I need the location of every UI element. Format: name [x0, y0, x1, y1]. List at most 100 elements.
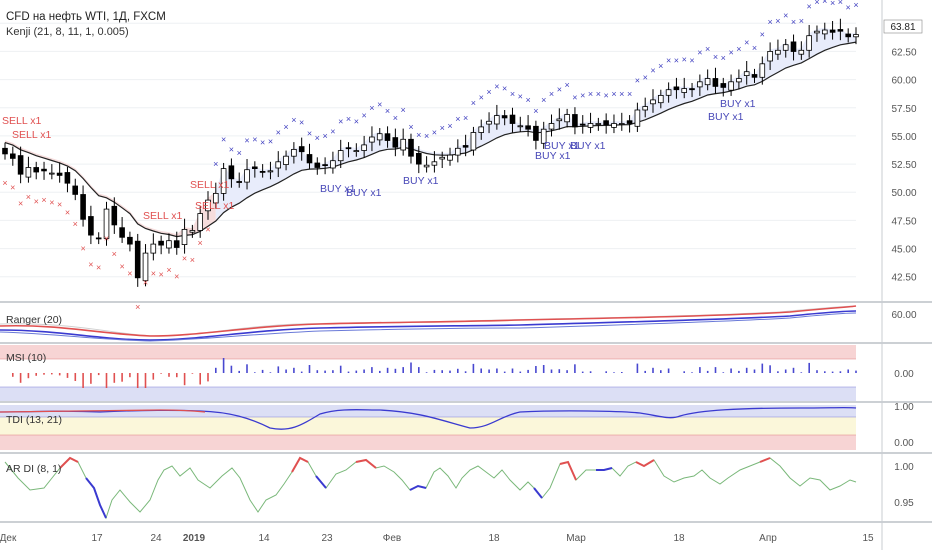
candle[interactable] — [517, 125, 524, 128]
candle[interactable] — [166, 240, 172, 249]
candle[interactable] — [423, 164, 430, 168]
candle[interactable] — [704, 78, 711, 86]
candle[interactable] — [56, 172, 63, 176]
candle[interactable] — [853, 34, 859, 38]
candle[interactable] — [845, 33, 851, 38]
candle[interactable] — [111, 205, 118, 226]
candle[interactable] — [556, 118, 563, 122]
candle[interactable] — [392, 137, 399, 148]
candle[interactable] — [259, 170, 266, 173]
candle[interactable] — [95, 237, 102, 240]
candle[interactable] — [439, 156, 445, 160]
candle[interactable] — [533, 125, 539, 141]
candle[interactable] — [376, 133, 383, 141]
candle[interactable] — [173, 240, 180, 248]
candle[interactable] — [697, 81, 703, 88]
candle[interactable] — [525, 125, 531, 130]
candle[interactable] — [673, 86, 680, 91]
candle[interactable] — [595, 123, 602, 125]
candle[interactable] — [384, 133, 391, 141]
candle[interactable] — [205, 199, 211, 212]
ardi-pane[interactable]: AR DI (8, 1) 1.00 0.95 — [4, 456, 914, 520]
candle[interactable] — [236, 181, 243, 183]
candle[interactable] — [251, 166, 258, 169]
candle[interactable] — [829, 29, 836, 33]
candle[interactable] — [822, 29, 828, 35]
candle[interactable] — [728, 81, 734, 91]
candle[interactable] — [9, 153, 16, 159]
candle[interactable] — [17, 155, 24, 175]
candle[interactable] — [759, 63, 766, 78]
candle[interactable] — [611, 123, 617, 128]
candle[interactable] — [478, 126, 484, 133]
candle[interactable] — [408, 138, 414, 157]
candle[interactable] — [134, 240, 141, 279]
candle[interactable] — [486, 120, 492, 125]
candle[interactable] — [454, 147, 461, 156]
candle[interactable] — [181, 228, 188, 245]
time-axis[interactable]: Дек 17 24 2019 14 23 Фев 18 Мар 18 Апр 15 — [0, 533, 874, 544]
candle[interactable] — [150, 243, 157, 254]
candle[interactable] — [540, 128, 547, 144]
candle[interactable] — [212, 192, 219, 204]
candle[interactable] — [103, 208, 110, 239]
candle[interactable] — [720, 83, 727, 88]
candle[interactable] — [49, 172, 55, 175]
candle[interactable] — [127, 236, 133, 245]
candle[interactable] — [572, 114, 578, 128]
candle[interactable] — [736, 78, 742, 83]
candle[interactable] — [72, 185, 79, 195]
candle[interactable] — [470, 132, 477, 151]
tdi-pane[interactable]: TDI (13, 21) 1.00 0.00 — [0, 402, 914, 450]
candle[interactable] — [306, 154, 313, 164]
candle[interactable] — [353, 150, 360, 153]
candle[interactable] — [798, 49, 805, 55]
candle[interactable] — [501, 115, 508, 119]
candle[interactable] — [634, 109, 641, 127]
candle[interactable] — [564, 114, 570, 123]
candle[interactable] — [790, 41, 797, 52]
candle[interactable] — [228, 165, 235, 180]
candle[interactable] — [275, 161, 281, 169]
candle[interactable] — [548, 123, 555, 130]
price-axis[interactable]: 65.0062.5060.0057.5055.0052.5050.0047.50… — [891, 19, 916, 283]
candle[interactable] — [712, 78, 719, 87]
ranger-pane[interactable]: Ranger (20) 60.00 — [0, 305, 917, 342]
candle[interactable] — [33, 167, 39, 173]
candle[interactable] — [415, 152, 422, 165]
candle[interactable] — [642, 106, 648, 111]
candle[interactable] — [361, 144, 367, 151]
candle[interactable] — [447, 154, 453, 161]
candle[interactable] — [743, 71, 750, 76]
candle[interactable] — [330, 160, 336, 169]
candle[interactable] — [493, 115, 500, 125]
candle[interactable] — [142, 252, 149, 282]
candle[interactable] — [837, 29, 844, 32]
candle[interactable] — [782, 44, 789, 51]
candle[interactable] — [579, 123, 586, 126]
candle[interactable] — [88, 216, 94, 236]
candle[interactable] — [314, 162, 321, 168]
candle[interactable] — [220, 168, 227, 194]
candle[interactable] — [25, 167, 32, 178]
candle[interactable] — [244, 169, 250, 183]
candle[interactable] — [369, 136, 375, 143]
candle[interactable] — [619, 123, 625, 125]
candle[interactable] — [509, 114, 516, 124]
msi-pane[interactable]: MSI (10) 0.00 — [0, 345, 914, 401]
candle[interactable] — [189, 230, 196, 233]
candle[interactable] — [462, 145, 469, 148]
candle[interactable] — [400, 138, 406, 151]
candle[interactable] — [751, 74, 758, 78]
candle[interactable] — [291, 148, 297, 157]
candle[interactable] — [658, 95, 664, 104]
candle[interactable] — [322, 164, 328, 167]
candle[interactable] — [345, 147, 352, 150]
candles[interactable] — [2, 18, 859, 287]
candle[interactable] — [431, 161, 438, 166]
candle[interactable] — [158, 240, 164, 246]
candle[interactable] — [806, 35, 812, 51]
candle[interactable] — [2, 147, 8, 155]
candle[interactable] — [337, 150, 344, 162]
